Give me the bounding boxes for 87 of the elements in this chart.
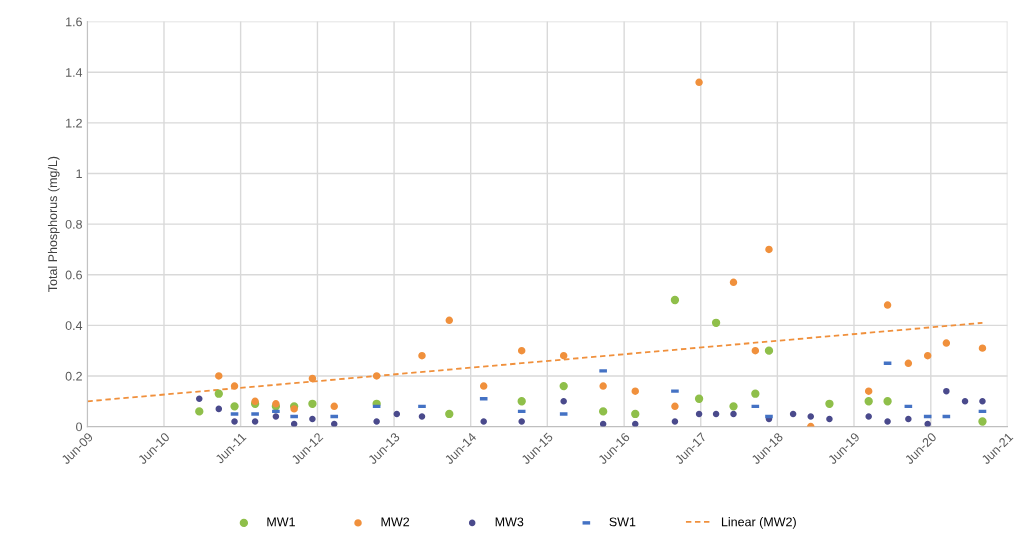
point [517,397,526,406]
point [330,402,338,411]
y-tick-label: 0.4 [65,321,83,330]
point [599,420,607,427]
point [961,398,969,405]
point [195,407,204,416]
point [825,399,834,408]
point [631,409,640,419]
point [373,418,380,425]
point [695,410,703,418]
point [765,245,773,254]
point [559,381,568,391]
point [418,351,426,360]
point [372,372,381,380]
point [418,413,426,420]
point [884,418,891,425]
point [230,402,239,411]
point [751,346,760,355]
point [943,387,950,395]
point [865,413,872,420]
point [712,410,720,418]
point [864,397,873,406]
y-tick-label: 1.4 [66,68,83,77]
y-axis-title: Total Phosphorus (mg/L) [47,156,60,292]
point [670,295,680,305]
legend-label: SW1 [609,517,636,527]
point [330,420,338,427]
point [694,394,704,403]
point [445,409,454,419]
point [864,387,873,395]
point [978,417,987,426]
point [479,382,488,390]
point [196,395,203,403]
point [231,418,238,425]
point [230,382,239,390]
y-tick-label: 0.6 [65,270,82,280]
point [517,346,526,355]
point [251,418,259,425]
y-tick-label: 0.2 [65,371,82,381]
point [215,405,223,413]
point [290,420,298,427]
y-tick-label: 1.2 [66,118,82,128]
point [729,402,738,411]
point [807,413,815,420]
point [393,410,401,418]
point [309,415,316,423]
point [631,387,639,395]
legend-label: MW2 [381,517,410,527]
point [905,415,912,423]
point [695,78,703,87]
point [978,344,987,352]
point [729,278,738,287]
point [883,301,892,309]
point [445,316,454,325]
point [308,399,317,408]
point [215,372,223,380]
point [751,389,760,398]
point [883,397,892,406]
y-tick-label: 0 [76,422,83,432]
legend-label: Linear (MW2) [721,517,796,529]
point [214,389,223,398]
point [559,351,568,360]
point [671,418,679,425]
point [480,418,487,425]
point [560,398,567,405]
point [826,415,833,423]
point [272,413,280,420]
point [632,420,639,427]
legend-label: MW1 [267,517,295,527]
point [730,410,737,418]
point [923,351,932,360]
legend-label: MW3 [495,517,524,527]
point [518,418,525,425]
y-tick-label: 1 [76,169,82,178]
point [711,318,721,327]
y-tick-label: 0.8 [65,219,82,229]
point [904,359,913,368]
point [942,339,951,347]
point [308,374,317,383]
y-tick-label: 1.6 [66,17,82,27]
point [598,407,608,416]
point [979,398,986,405]
point [789,410,797,418]
point [671,402,679,411]
point [924,420,931,427]
point [764,346,774,355]
point [599,382,607,390]
